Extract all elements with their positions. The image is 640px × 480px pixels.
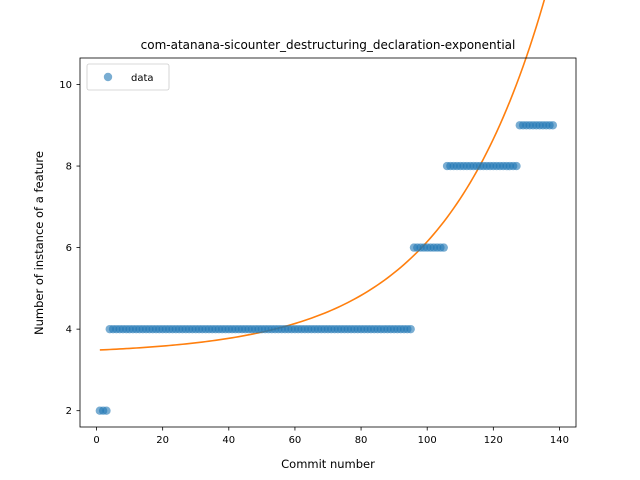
y-tick-label: 2: [66, 406, 72, 417]
x-tick-label: 120: [484, 435, 503, 446]
y-ticks: 2 4 6 8 10: [59, 80, 80, 417]
fit-layer: [99, 0, 546, 351]
data-point: [439, 243, 448, 252]
legend-box: [86, 63, 170, 91]
y-tick-label: 10: [59, 80, 72, 91]
x-tick-label: 100: [418, 435, 437, 446]
fit-line: [99, 0, 546, 351]
points-layer: [95, 121, 558, 415]
data-point: [406, 324, 415, 334]
data-point: [512, 161, 521, 171]
y-axis-label: Number of instance of a feature: [32, 151, 46, 335]
x-axis-label: Commit number: [281, 457, 375, 471]
data-point: [102, 406, 111, 415]
x-ticks: 0 20 40 60 80 100 120 140: [93, 427, 569, 446]
y-tick-label: 4: [66, 325, 72, 336]
legend-label-data: data: [131, 73, 154, 84]
axes-frame: [79, 57, 577, 428]
x-tick-label: 20: [156, 435, 169, 446]
x-tick-label: 40: [222, 435, 235, 446]
legend-marker: [103, 72, 113, 82]
x-tick-label: 80: [355, 435, 368, 446]
y-tick-label: 6: [66, 243, 72, 254]
chart-title: com-atanana-sicounter_destructuring_decl…: [141, 38, 516, 52]
legend: data: [86, 63, 170, 91]
x-tick-label: 0: [93, 435, 99, 446]
y-tick-label: 8: [66, 162, 72, 173]
x-tick-label: 60: [289, 435, 302, 446]
data-point: [548, 121, 558, 130]
x-tick-label: 140: [550, 435, 569, 446]
